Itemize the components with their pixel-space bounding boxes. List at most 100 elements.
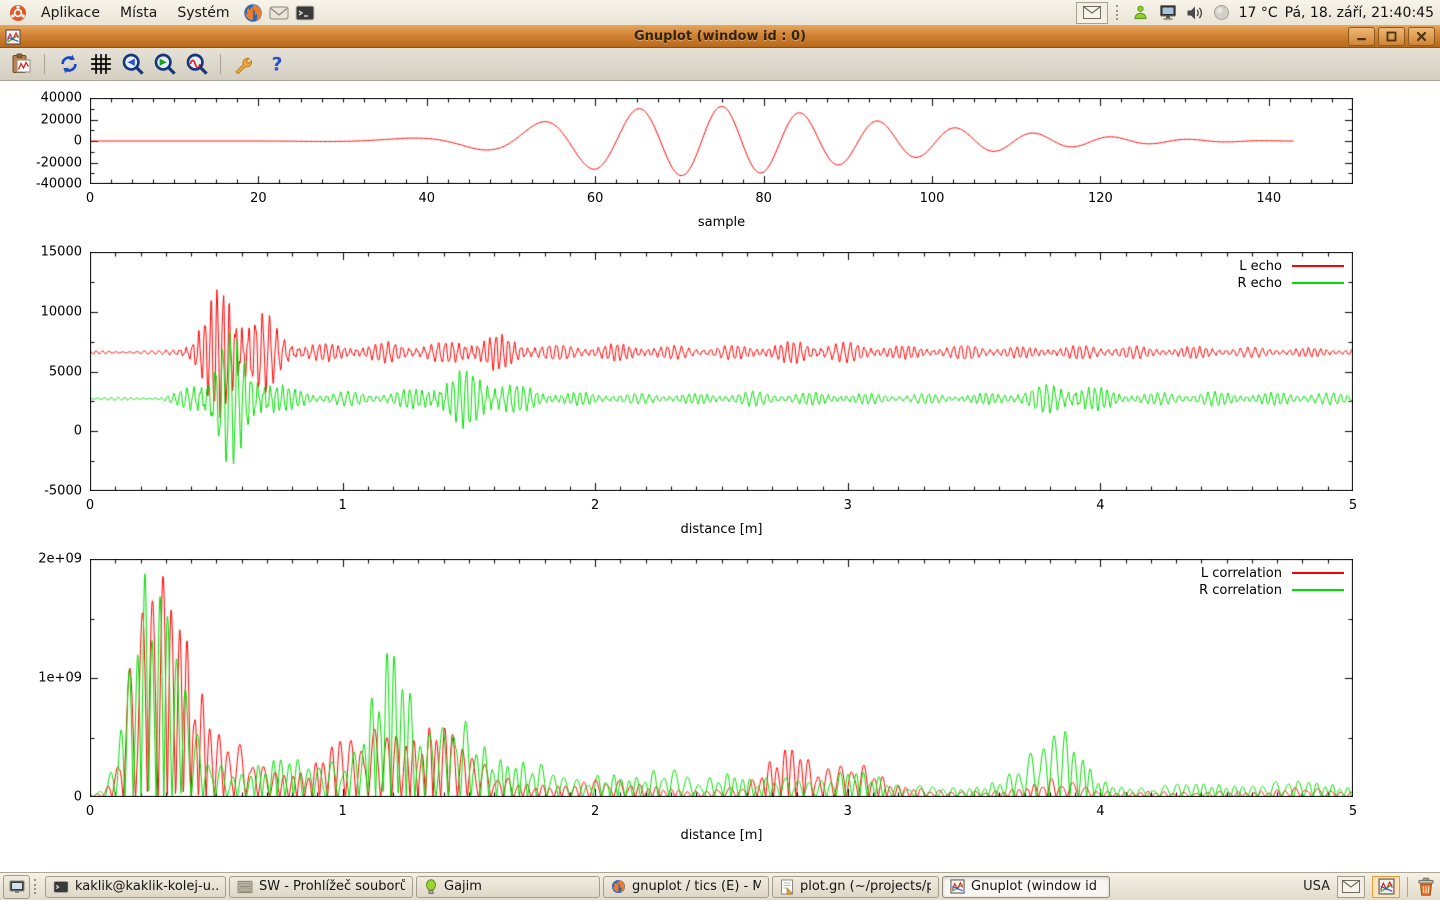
x-tick-label: 20 (250, 191, 267, 206)
taskbar-item-label: plot.gn (~/projects/p... (800, 879, 931, 894)
temperature-label: 17 °C (1238, 4, 1278, 21)
x-tick-label: 5 (1348, 498, 1358, 513)
menu-system[interactable]: Systém (177, 4, 230, 21)
terminal-launcher-icon[interactable] (294, 2, 316, 24)
help-icon[interactable]: ? (263, 51, 290, 78)
legend-line-sample (1292, 572, 1344, 574)
legend-entry: R correlation (1199, 582, 1344, 598)
x-tick-label: 120 (1087, 191, 1113, 206)
y-tick-label: 1e+09 (38, 670, 82, 686)
legend-label: R correlation (1199, 582, 1282, 598)
trash-icon[interactable] (1415, 876, 1437, 898)
taskbar-item-gnuplot[interactable]: Gnuplot (window id : 0) (942, 875, 1110, 898)
mail-notify-icon[interactable] (1337, 875, 1365, 898)
firefox-launcher-icon[interactable] (242, 2, 264, 24)
tasklist-handle[interactable] (34, 879, 41, 894)
gnome-bottom-panel: kaklik@kaklik-kolej-u... SW - Prohlížeč … (0, 872, 1440, 900)
clock-label[interactable]: Pá, 18. září, 21:40:45 (1284, 4, 1434, 21)
gnome-top-panel: Aplikace Místa Systém 17 °C Pá, 18. z (0, 0, 1440, 26)
x-tick-label: 0 (85, 498, 95, 513)
keyboard-layout-indicator[interactable]: USA (1303, 879, 1330, 894)
legend-label: R echo (1237, 275, 1282, 291)
x-tick-label: 80 (755, 191, 772, 206)
legend-line-sample (1292, 265, 1344, 267)
x-tick-label: 3 (843, 498, 852, 513)
y-tick-label: 2e+09 (38, 551, 82, 567)
x-tick-label: 0 (85, 191, 95, 206)
x-axis-label: sample (697, 215, 746, 230)
plot-correlation: 0 1e+09 2e+09 0 1 2 3 4 5 distance [m] L correlati… (38, 552, 1357, 844)
taskbar-item-label: gnuplot / tics (E) - M... (632, 879, 761, 894)
x-axis-label: distance [m] (680, 522, 763, 537)
x-tick-label: 5 (1348, 804, 1358, 819)
volume-icon[interactable] (1185, 3, 1205, 23)
zoom-next-icon[interactable] (151, 51, 178, 78)
taskbar-item-label: kaklik@kaklik-kolej-u... (75, 879, 218, 894)
x-tick-label: 60 (586, 191, 604, 206)
close-button[interactable] (1408, 27, 1435, 46)
legend-line-sample (1292, 282, 1344, 284)
taskbar-item-label: SW - Prohlížeč souborů (259, 879, 405, 894)
y-tick-label: 0 (73, 423, 82, 439)
legend-entry: L echo (1237, 258, 1344, 274)
y-tick-label: 5000 (48, 364, 82, 379)
x-tick-label: 2 (591, 498, 600, 513)
mail-launcher-icon[interactable] (268, 2, 290, 24)
taskbar-item-terminal[interactable]: kaklik@kaklik-kolej-u... (45, 875, 226, 898)
x-tick-label: 2 (591, 804, 600, 819)
window-title: Gnuplot (window id : 0) (633, 29, 807, 44)
menu-places[interactable]: Místa (120, 4, 158, 21)
y-tick-label: 20000 (40, 112, 82, 127)
apply-zoom-icon[interactable] (183, 51, 210, 78)
updates-icon[interactable] (1131, 3, 1151, 23)
plot-canvas-0[interactable] (90, 98, 1353, 184)
show-desktop-button[interactable] (3, 874, 30, 899)
x-tick-label: 100 (919, 191, 945, 206)
tray-handle[interactable] (1115, 5, 1123, 20)
plot-echo: -5000 0 5000 10000 15000 0 1 2 3 4 5 distance [m] L … (41, 245, 1358, 538)
x-tick-label: 40 (418, 191, 436, 206)
plot-legend: L echo R echo (1237, 258, 1344, 291)
taskbar-item-editor[interactable]: plot.gn (~/projects/p... (772, 875, 939, 898)
y-tick-label: 0 (73, 789, 82, 805)
x-tick-label: 1 (338, 804, 347, 819)
y-tick-label: -5000 (44, 483, 82, 499)
zoom-previous-icon[interactable] (119, 51, 146, 78)
legend-entry: R echo (1237, 275, 1344, 291)
taskbar-item-file-manager[interactable]: SW - Prohlížeč souborů (229, 875, 413, 898)
replot-icon[interactable] (55, 51, 82, 78)
plot-canvas-area: -40000 -20000 0 20000 40000 0 20 40 60 80 100 120 14… (0, 82, 1440, 872)
settings-wrench-icon[interactable] (231, 51, 258, 78)
plot-canvas-2[interactable] (90, 559, 1353, 797)
gnuplot-tray-icon[interactable] (1372, 875, 1400, 898)
plot-chirp: -40000 -20000 0 20000 40000 0 20 40 60 80 100 120 14… (36, 91, 1353, 230)
maximize-button[interactable] (1378, 27, 1405, 46)
ubuntu-menu-icon[interactable] (7, 2, 29, 24)
taskbar-item-label: Gnuplot (window id : 0) (971, 879, 1102, 894)
y-tick-label: 40000 (40, 90, 82, 106)
screen-icon[interactable] (1158, 3, 1178, 23)
toolbar-separator (44, 54, 45, 74)
taskbar-separator (1407, 876, 1408, 897)
copy-plot-icon[interactable] (7, 51, 34, 78)
legend-label: L correlation (1200, 565, 1282, 581)
taskbar-item-firefox[interactable]: gnuplot / tics (E) - M... (603, 875, 769, 898)
taskbar-item-gajim[interactable]: Gajim (416, 875, 600, 898)
grid-icon[interactable] (87, 51, 114, 78)
x-tick-label: 4 (1096, 804, 1105, 819)
minimize-button[interactable] (1348, 27, 1375, 46)
legend-label: L echo (1239, 258, 1282, 274)
x-tick-label: 3 (843, 804, 852, 819)
menu-applications[interactable]: Aplikace (41, 4, 100, 21)
x-tick-label: 4 (1096, 498, 1105, 513)
y-tick-label: 15000 (40, 244, 82, 260)
window-titlebar[interactable]: Gnuplot (window id : 0) (0, 26, 1440, 48)
x-tick-label: 1 (338, 498, 347, 513)
y-tick-label: -40000 (35, 176, 82, 192)
mail-applet-icon[interactable] (1075, 1, 1108, 24)
taskbar-item-label: Gajim (444, 879, 482, 894)
weather-icon[interactable] (1212, 3, 1232, 23)
plot-legend: L correlation R correlation (1199, 565, 1344, 598)
legend-entry: L correlation (1199, 565, 1344, 581)
plot-canvas-1[interactable] (90, 252, 1353, 491)
